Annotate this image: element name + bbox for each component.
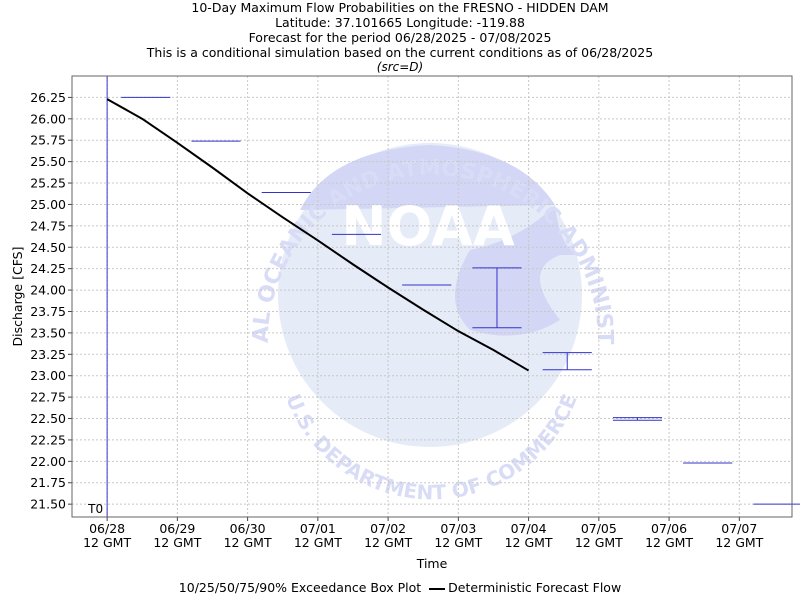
legend: 10/25/50/75/90% Exceedance Box Plot Dete… xyxy=(0,580,800,595)
exceedance-box xyxy=(542,352,592,371)
legend-line-label: Deterministic Forecast Flow xyxy=(448,580,622,595)
x-tick-label: 07/02 xyxy=(370,521,406,536)
chart-title-block: 10-Day Maximum Flow Probabilities on the… xyxy=(0,0,800,75)
y-tick-label: 25.00 xyxy=(30,197,66,212)
exceedance-box xyxy=(612,417,663,421)
y-tick-label: 24.25 xyxy=(30,261,66,276)
x-tick-label: 07/01 xyxy=(300,521,336,536)
y-tick-label: 23.50 xyxy=(30,325,66,340)
x-tick-label: 07/07 xyxy=(721,521,757,536)
y-axis-title: Discharge [CFS] xyxy=(10,247,25,347)
y-tick-label: 23.25 xyxy=(30,347,66,362)
y-tick-label: 22.75 xyxy=(30,390,66,405)
grid-lines xyxy=(72,76,792,517)
y-tick-label: 23.75 xyxy=(30,304,66,319)
watermark-bird xyxy=(300,145,580,336)
x-axis-title: Time xyxy=(416,556,448,571)
y-tick-label: 24.75 xyxy=(30,218,66,233)
x-tick-label: 07/03 xyxy=(440,521,476,536)
x-tick-label: 12 GMT xyxy=(364,535,412,550)
x-tick-label: 12 GMT xyxy=(224,535,272,550)
y-tick-label: 25.75 xyxy=(30,133,66,148)
x-tick-label: 12 GMT xyxy=(505,535,553,550)
y-tick-label: 22.50 xyxy=(30,411,66,426)
chart-note: This is a conditional simulation based o… xyxy=(146,45,654,60)
y-tick-label: 21.50 xyxy=(30,497,66,512)
y-tick-label: 25.50 xyxy=(30,154,66,169)
legend-boxplot-label: 10/25/50/75/90% Exceedance Box Plot xyxy=(178,580,422,595)
chart-period: Forecast for the period 06/28/2025 - 07/… xyxy=(248,30,552,45)
x-tick-label: 12 GMT xyxy=(434,535,482,550)
y-tick-label: 21.75 xyxy=(30,475,66,490)
y-tick-label: 23.00 xyxy=(30,368,66,383)
x-tick-label: 06/30 xyxy=(230,521,266,536)
axes: 21.50 21.75 22.00 22.25 22.50 22.75 23.00 23.25… xyxy=(10,75,793,571)
x-tick-label: 07/06 xyxy=(651,521,687,536)
y-tick-label: 26.25 xyxy=(30,90,66,105)
t0-label: T0 xyxy=(87,502,103,516)
x-tick-label: 12 GMT xyxy=(715,535,763,550)
deterministic-flow-line xyxy=(106,98,530,372)
chart-title: 10-Day Maximum Flow Probabilities on the… xyxy=(191,0,609,15)
x-tick-label: 07/04 xyxy=(511,521,547,536)
chart-location: Latitude: 37.101665 Longitude: -119.88 xyxy=(275,15,525,30)
x-tick-label: 12 GMT xyxy=(83,535,131,550)
x-tick-label: 06/29 xyxy=(159,521,195,536)
chart-source: (src=D) xyxy=(376,60,424,74)
y-tick-label: 25.25 xyxy=(30,176,66,191)
x-tick-label: 12 GMT xyxy=(294,535,342,550)
plot-frame xyxy=(71,75,793,518)
x-tick-label: 07/05 xyxy=(581,521,617,536)
y-tick-label: 22.00 xyxy=(30,454,66,469)
y-tick-label: 24.50 xyxy=(30,240,66,255)
x-tick-label: 12 GMT xyxy=(575,535,623,550)
y-tick-label: 26.00 xyxy=(30,111,66,126)
exceedance-box xyxy=(472,267,522,329)
plot-area xyxy=(106,76,800,517)
x-tick-label: 12 GMT xyxy=(645,535,693,550)
y-tick-label: 22.25 xyxy=(30,432,66,447)
x-tick-label: 12 GMT xyxy=(153,535,201,550)
watermark-globe xyxy=(278,143,582,447)
legend-line-swatch xyxy=(429,587,446,590)
x-tick-label: 06/28 xyxy=(89,521,125,536)
y-tick-label: 24.00 xyxy=(30,283,66,298)
